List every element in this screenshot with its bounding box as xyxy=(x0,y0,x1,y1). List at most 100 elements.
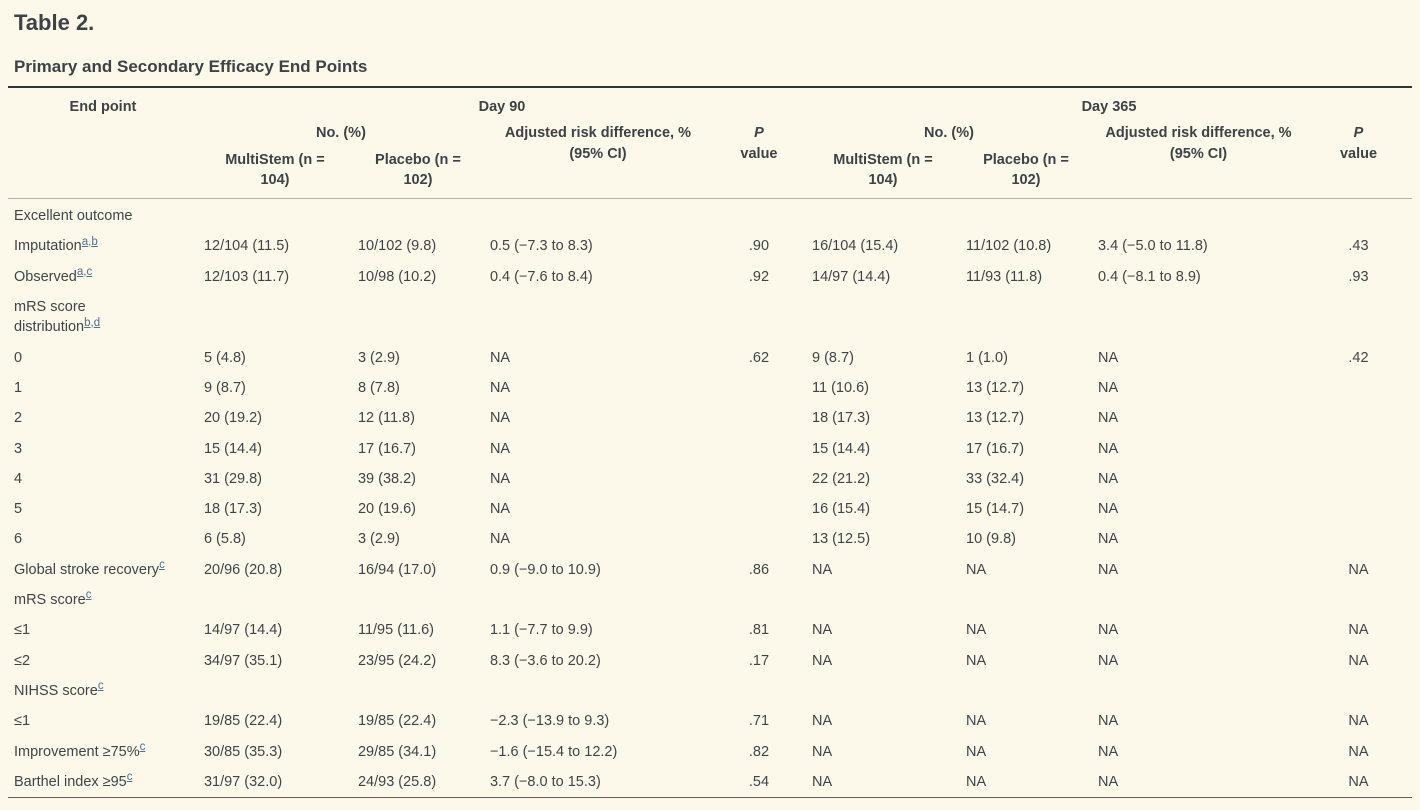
table-cell: 14/97 (14.4) xyxy=(812,268,891,285)
table-cell xyxy=(1305,464,1412,494)
row-label-text: 0 xyxy=(14,349,23,366)
footnote-superscript: b,d xyxy=(84,315,100,329)
table-cell: NA xyxy=(1348,773,1369,790)
row-label-text: Barthel index ≥95 xyxy=(14,773,127,790)
table-cell: 6 (5.8) xyxy=(203,531,246,548)
table-cell: NA xyxy=(1097,773,1119,790)
table-cell xyxy=(806,585,960,615)
footnote-link-d[interactable]: d xyxy=(93,316,101,329)
p-value-word: value xyxy=(1339,145,1378,162)
table-cell: 13 (12.7) xyxy=(966,379,1025,396)
footnote-link-c[interactable]: c xyxy=(126,771,133,783)
table-cell xyxy=(1092,676,1305,706)
footnote-link-c[interactable]: c xyxy=(139,740,146,753)
table-cell xyxy=(712,373,806,403)
table-cell: NA xyxy=(1348,743,1369,760)
footnote-link-c[interactable]: c xyxy=(97,680,104,693)
table-cell: NA xyxy=(966,652,987,669)
table-cell: 15 (14.4) xyxy=(203,440,262,457)
placebo-line2: 102) xyxy=(1011,171,1041,188)
table-cell: NA xyxy=(1097,349,1119,366)
adj-risk-line2: (95% CI) xyxy=(569,145,627,162)
table-cell xyxy=(806,292,960,343)
row-label: mRS scorec xyxy=(8,585,198,615)
table-cell: .42 xyxy=(1348,349,1369,366)
table-cell: 8.3 (−3.6 to 20.2) xyxy=(489,652,601,669)
p-value-word: value xyxy=(740,145,778,162)
footnote-superscript: a,b xyxy=(82,234,98,248)
table-cell: 22 (21.2) xyxy=(812,470,871,487)
table-header: End point Day 90 Day 365 No. (%) Adjuste… xyxy=(8,87,1412,199)
table-cell: 19/85 (22.4) xyxy=(357,713,437,730)
row-label: Excellent outcome xyxy=(8,199,198,232)
footnote-link-c[interactable]: c xyxy=(85,589,92,602)
footnote-link-a[interactable]: a xyxy=(76,265,84,278)
footnote-link-a[interactable]: a xyxy=(81,235,89,248)
table-cell: 29/85 (34.1) xyxy=(357,743,437,760)
table-cell: 12 (11.8) xyxy=(357,410,415,427)
table-cell xyxy=(484,199,712,232)
table-cell: NA xyxy=(1097,470,1119,487)
row-label: ≤1 xyxy=(8,615,198,645)
row-label: Imputationa,b xyxy=(8,231,198,261)
table-cell: 12/103 (11.7) xyxy=(203,268,290,285)
footnote-link-b[interactable]: b xyxy=(91,235,98,248)
table-cell xyxy=(1305,403,1412,433)
footnote-link-b[interactable]: b xyxy=(84,316,91,329)
table-cell xyxy=(484,585,712,615)
table-cell: 14/97 (14.4) xyxy=(203,622,283,639)
table-cell: NA xyxy=(489,501,511,518)
p-symbol: P xyxy=(754,125,764,142)
table-number-heading: Table 2. xyxy=(14,10,95,35)
row-label-text: Excellent outcome xyxy=(14,208,133,225)
row-label: Barthel index ≥95c xyxy=(8,767,198,798)
table-cell: NA xyxy=(1348,622,1369,639)
row-label-text: ≤2 xyxy=(14,652,31,669)
row-label: Observeda,c xyxy=(8,262,198,292)
table-cell: NA xyxy=(1348,713,1369,730)
table-cell: 0.4 (−8.1 to 8.9) xyxy=(1097,268,1201,285)
row-label: 1 xyxy=(8,373,198,403)
table-cell: NA xyxy=(812,713,833,730)
table-cell xyxy=(1305,494,1412,524)
table-cell xyxy=(1305,524,1412,554)
table-cell: 18 (17.3) xyxy=(812,410,871,427)
row-label-text-line2: distribution xyxy=(14,319,85,336)
row-label: NIHSS scorec xyxy=(8,676,198,706)
footnote-superscript: c xyxy=(86,587,92,601)
table-cell xyxy=(198,676,352,706)
table-cell: 9 (8.7) xyxy=(812,349,854,366)
spanner-day-365: Day 365 xyxy=(1081,99,1137,115)
table-cell xyxy=(1092,199,1305,232)
placebo-line1: Placebo (n = xyxy=(983,151,1069,168)
table-cell: 10/102 (9.8) xyxy=(357,238,437,255)
footnote-superscript: c xyxy=(159,557,165,571)
table-cell: .92 xyxy=(748,268,770,285)
table-cell xyxy=(712,676,806,706)
row-label-text: mRS score xyxy=(14,592,86,609)
table-cell: NA xyxy=(966,622,987,639)
row-label-text: NIHSS score xyxy=(14,682,98,699)
table-cell: NA xyxy=(1097,410,1119,427)
table-cell: 24/93 (25.8) xyxy=(357,773,437,790)
row-label-text: Imputation xyxy=(14,238,82,255)
table-row: NIHSS scorec xyxy=(8,676,1412,706)
spanner-day-90: Day 90 xyxy=(478,99,526,115)
table-cell: 23/95 (24.2) xyxy=(357,652,437,669)
table-cell: 10/98 (10.2) xyxy=(357,268,437,285)
row-label: 6 xyxy=(8,524,198,554)
table-cell: NA xyxy=(812,652,833,669)
footnote-link-c[interactable]: c xyxy=(86,265,93,278)
table-cell: 12/104 (11.5) xyxy=(203,238,290,255)
table-cell xyxy=(198,292,352,343)
col-header-placebo-day90: Placebo (n = 102) xyxy=(352,147,484,199)
table-cell: NA xyxy=(812,622,833,639)
table-cell xyxy=(352,199,484,232)
footnote-separator: , xyxy=(90,316,94,329)
table-cell xyxy=(712,403,806,433)
row-label-text: mRS score xyxy=(14,299,86,316)
table-cell: NA xyxy=(1097,379,1119,396)
footnote-link-c[interactable]: c xyxy=(159,558,165,571)
col-header-multistem-day90: MultiStem (n = 104) xyxy=(198,147,352,199)
multistem-line2: 104) xyxy=(260,171,290,188)
